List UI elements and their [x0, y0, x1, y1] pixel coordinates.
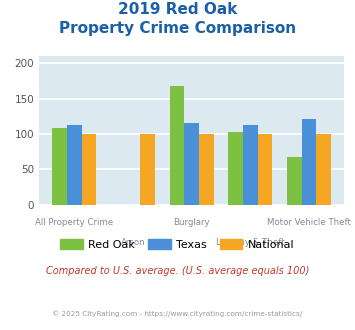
Bar	[316, 134, 331, 205]
Bar	[302, 119, 316, 205]
Bar	[184, 123, 199, 205]
Legend: Red Oak, Texas, National: Red Oak, Texas, National	[56, 235, 299, 254]
Bar	[258, 134, 272, 205]
Text: All Property Crime: All Property Crime	[35, 218, 113, 227]
Text: Compared to U.S. average. (U.S. average equals 100): Compared to U.S. average. (U.S. average …	[46, 266, 309, 276]
Text: 2019 Red Oak: 2019 Red Oak	[118, 2, 237, 16]
Text: Motor Vehicle Theft: Motor Vehicle Theft	[267, 218, 351, 227]
Bar	[228, 132, 243, 205]
Text: Arson: Arson	[121, 238, 145, 247]
Text: © 2025 CityRating.com - https://www.cityrating.com/crime-statistics/: © 2025 CityRating.com - https://www.city…	[53, 310, 302, 317]
Bar	[199, 134, 214, 205]
Bar	[67, 125, 82, 205]
Bar	[170, 86, 184, 205]
Text: Burglary: Burglary	[173, 218, 210, 227]
Text: Property Crime Comparison: Property Crime Comparison	[59, 21, 296, 36]
Bar	[287, 156, 302, 205]
Bar	[243, 125, 258, 205]
Text: Larceny & Theft: Larceny & Theft	[216, 238, 285, 247]
Bar	[140, 134, 155, 205]
Bar	[82, 134, 96, 205]
Bar	[52, 127, 67, 205]
